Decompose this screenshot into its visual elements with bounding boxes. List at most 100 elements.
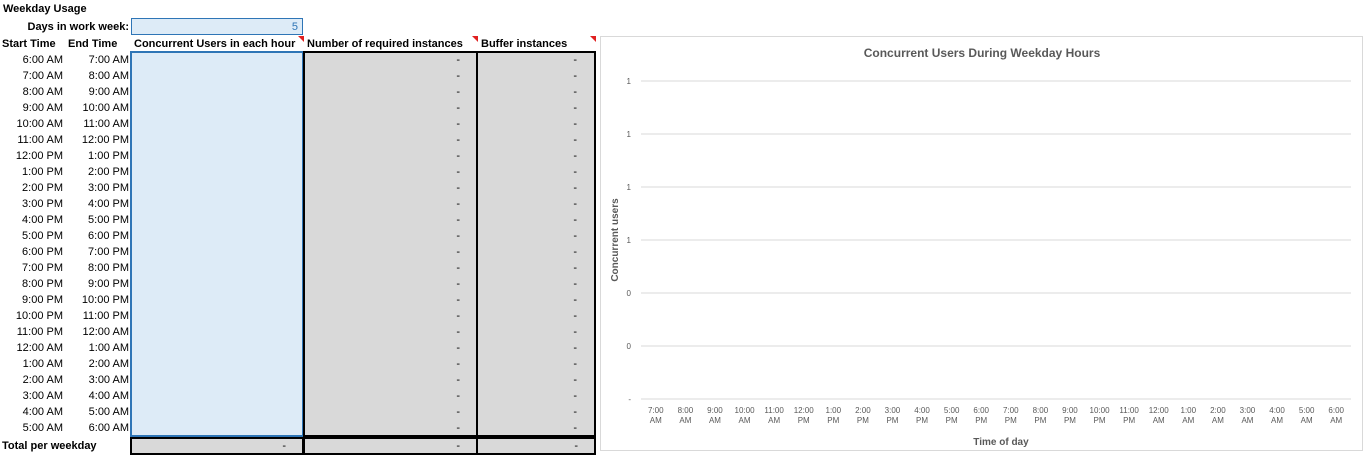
x-tick-label: 5:00 PM bbox=[944, 406, 960, 425]
row-required-instances: - bbox=[456, 278, 460, 290]
row-buffer-instances: - bbox=[573, 278, 577, 290]
row-required-instances: - bbox=[456, 54, 460, 66]
row-end-time: 5:00 AM bbox=[88, 406, 129, 418]
row-buffer-instances: - bbox=[573, 86, 577, 98]
row-buffer-instances: - bbox=[573, 182, 577, 194]
row-required-instances: - bbox=[456, 182, 460, 194]
header-concurrent-users: Concurrent Users in each hour bbox=[134, 38, 296, 50]
header-buffer-instances: Buffer instances bbox=[481, 38, 568, 50]
comment-marker[interactable] bbox=[472, 36, 478, 42]
header-end-time: End Time bbox=[68, 38, 118, 50]
header-required-instances: Number of required instances bbox=[307, 38, 463, 50]
x-tick-label: 10:00 PM bbox=[1090, 406, 1111, 425]
x-tick-label: 11:00 AM bbox=[764, 406, 784, 425]
row-buffer-instances: - bbox=[573, 310, 577, 322]
y-tick-label: 1 bbox=[627, 77, 632, 86]
row-start-time: 2:00 AM bbox=[22, 374, 63, 386]
row-end-time: 10:00 PM bbox=[81, 294, 129, 306]
chart-area[interactable]: Concurrent Users During Weekday Hours Co… bbox=[600, 36, 1363, 451]
row-buffer-instances: - bbox=[573, 294, 577, 306]
row-required-instances: - bbox=[456, 342, 460, 354]
row-end-time: 11:00 AM bbox=[83, 118, 129, 130]
row-end-time: 1:00 PM bbox=[88, 150, 129, 162]
row-end-time: 2:00 PM bbox=[88, 166, 129, 178]
gridlines bbox=[641, 80, 1351, 400]
row-start-time: 1:00 PM bbox=[22, 166, 63, 178]
row-buffer-instances: - bbox=[573, 102, 577, 114]
row-buffer-instances: - bbox=[573, 198, 577, 210]
row-end-time: 12:00 PM bbox=[81, 134, 129, 146]
row-required-instances: - bbox=[456, 358, 460, 370]
x-tick-label: 1:00 PM bbox=[826, 406, 842, 425]
x-tick-label: 10:00 AM bbox=[735, 406, 756, 425]
x-tick-label: 3:00 PM bbox=[885, 406, 901, 425]
row-start-time: 9:00 PM bbox=[22, 294, 63, 306]
row-required-instances: - bbox=[456, 86, 460, 98]
y-tick-labels: - 0 0 1 1 1 1 bbox=[627, 77, 632, 404]
y-tick-label: 1 bbox=[627, 183, 632, 192]
row-end-time: 1:00 AM bbox=[88, 342, 129, 354]
x-tick-label: 4:00 PM bbox=[914, 406, 930, 425]
total-label: Total per weekday bbox=[2, 440, 97, 452]
row-start-time: 8:00 PM bbox=[22, 278, 63, 290]
concurrent-users-column[interactable] bbox=[130, 51, 304, 437]
row-buffer-instances: - bbox=[573, 358, 577, 370]
row-required-instances: - bbox=[456, 390, 460, 402]
comment-marker[interactable] bbox=[590, 36, 596, 42]
row-required-instances: - bbox=[456, 422, 460, 434]
row-end-time: 11:00 PM bbox=[82, 310, 129, 322]
x-tick-label: 2:00 AM bbox=[1210, 406, 1226, 425]
row-start-time: 2:00 PM bbox=[22, 182, 63, 194]
days-label: Days in work week: bbox=[27, 21, 130, 33]
row-end-time: 5:00 PM bbox=[88, 214, 129, 226]
row-end-time: 3:00 PM bbox=[88, 182, 129, 194]
row-end-time: 3:00 AM bbox=[88, 374, 129, 386]
row-end-time: 2:00 AM bbox=[88, 358, 129, 370]
total-required-value: - bbox=[456, 440, 460, 452]
x-tick-label: 1:00 AM bbox=[1181, 406, 1197, 425]
x-tick-label: 8:00 PM bbox=[1033, 406, 1049, 425]
row-end-time: 6:00 AM bbox=[88, 422, 129, 434]
row-buffer-instances: - bbox=[573, 326, 577, 338]
header-start-time: Start Time bbox=[2, 38, 56, 50]
row-start-time: 8:00 AM bbox=[22, 86, 63, 98]
row-buffer-instances: - bbox=[573, 406, 577, 418]
row-end-time: 6:00 PM bbox=[88, 230, 129, 242]
row-end-time: 12:00 AM bbox=[82, 326, 129, 338]
row-required-instances: - bbox=[456, 326, 460, 338]
total-buffer-cell: - bbox=[476, 437, 596, 455]
row-required-instances: - bbox=[456, 166, 460, 178]
row-buffer-instances: - bbox=[573, 390, 577, 402]
row-start-time: 4:00 PM bbox=[22, 214, 63, 226]
days-input[interactable]: 5 bbox=[131, 18, 303, 35]
required-instances-column bbox=[303, 51, 478, 437]
row-buffer-instances: - bbox=[573, 214, 577, 226]
row-start-time: 5:00 PM bbox=[22, 230, 63, 242]
chart-title: Concurrent Users During Weekday Hours bbox=[864, 46, 1101, 60]
x-tick-label: 7:00 AM bbox=[648, 406, 664, 425]
y-tick-label: - bbox=[628, 395, 631, 404]
x-tick-label: 3:00 AM bbox=[1240, 406, 1256, 425]
row-required-instances: - bbox=[456, 198, 460, 210]
row-required-instances: - bbox=[456, 150, 460, 162]
row-buffer-instances: - bbox=[573, 230, 577, 242]
row-buffer-instances: - bbox=[573, 134, 577, 146]
row-start-time: 5:00 AM bbox=[22, 422, 63, 434]
x-tick-labels: 7:00 AM 8:00 AM 9:00 AM 10:00 AM 11:00 AM 12:00 PM 1… bbox=[648, 406, 1345, 425]
x-tick-label: 12:00 PM bbox=[794, 406, 815, 425]
row-buffer-instances: - bbox=[573, 374, 577, 386]
row-start-time: 3:00 AM bbox=[22, 390, 63, 402]
x-tick-label: 11:00 PM bbox=[1119, 406, 1139, 425]
row-end-time: 8:00 AM bbox=[88, 70, 129, 82]
row-required-instances: - bbox=[456, 230, 460, 242]
line-chart: Concurrent Users During Weekday Hours Co… bbox=[610, 46, 1351, 448]
row-required-instances: - bbox=[456, 134, 460, 146]
x-tick-label: 8:00 AM bbox=[678, 406, 694, 425]
row-start-time: 3:00 PM bbox=[22, 198, 63, 210]
row-required-instances: - bbox=[456, 214, 460, 226]
comment-marker[interactable] bbox=[298, 36, 304, 42]
row-buffer-instances: - bbox=[573, 70, 577, 82]
buffer-instances-column bbox=[476, 51, 596, 437]
row-required-instances: - bbox=[456, 102, 460, 114]
row-start-time: 6:00 PM bbox=[22, 246, 63, 258]
